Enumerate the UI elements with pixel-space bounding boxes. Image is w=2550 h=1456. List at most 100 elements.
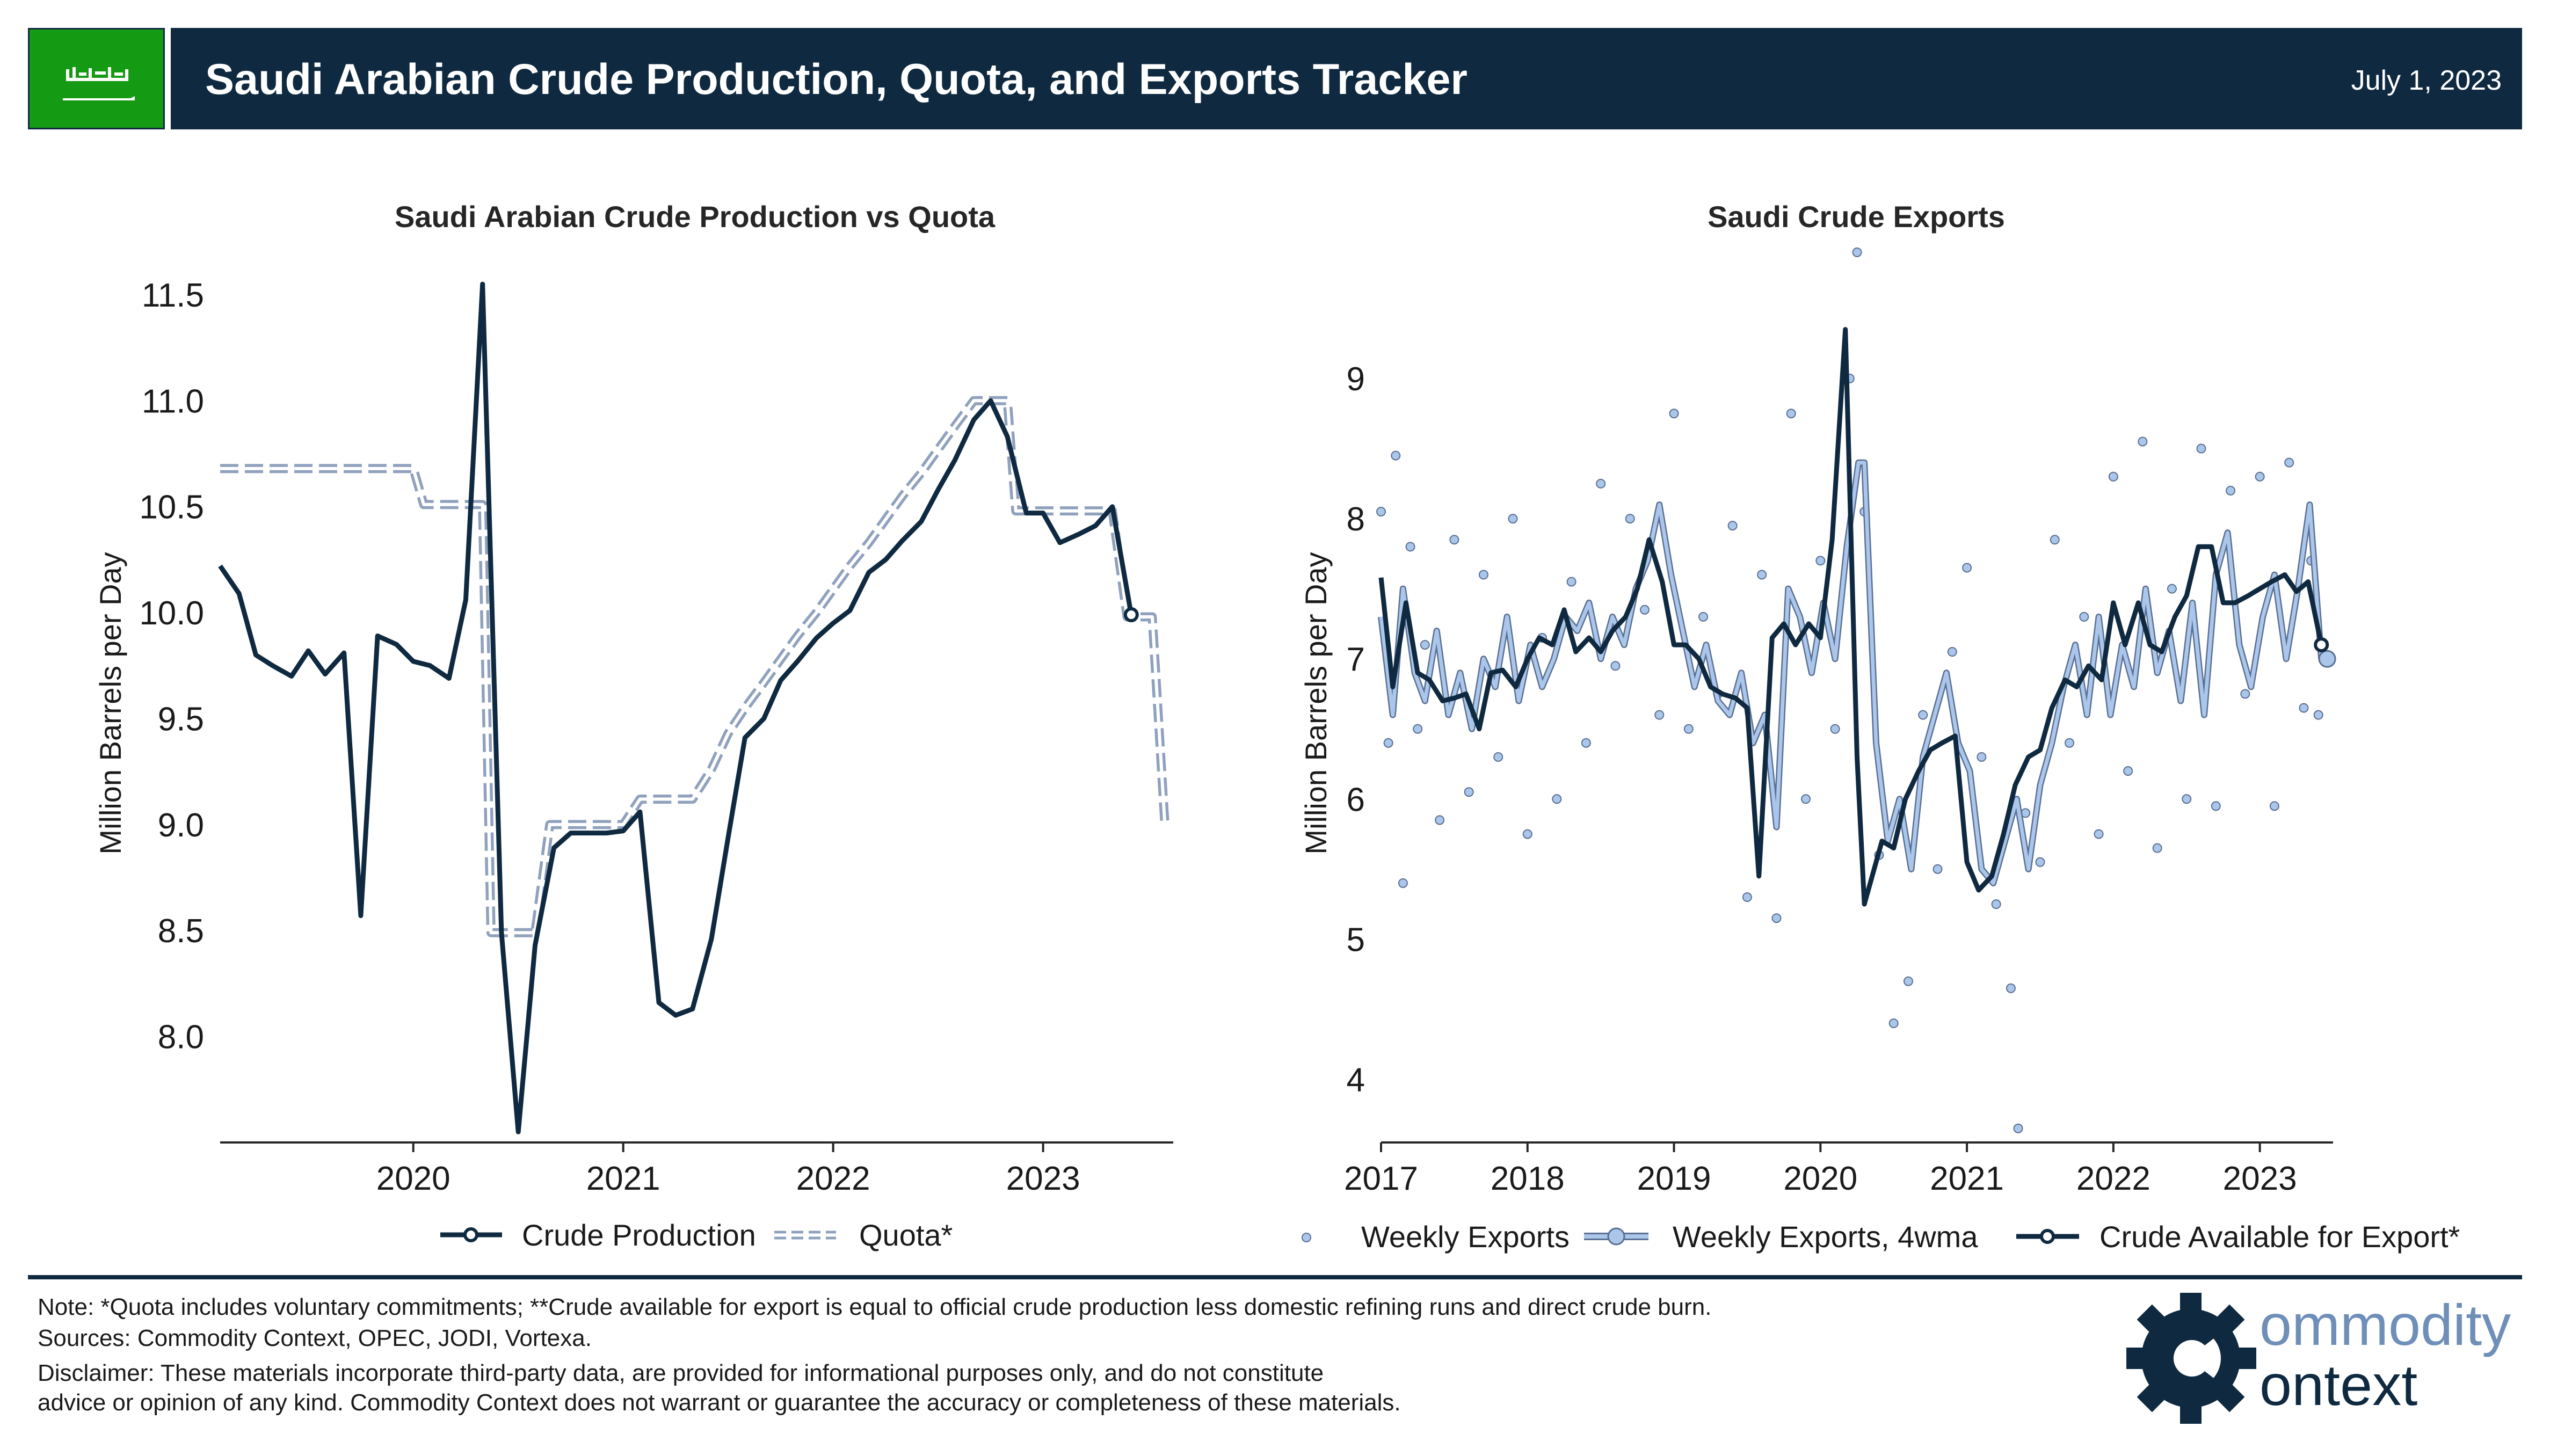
weekly-exports-4wma-end-marker	[2318, 650, 2336, 668]
weekly-exports-4wma-line	[1379, 461, 2328, 885]
y-axis-label-production: Million Barrels per Day	[93, 552, 127, 854]
weekly-export-point	[1771, 913, 1782, 923]
weekly-export-point	[2313, 710, 2323, 720]
weekly-export-point	[1669, 409, 1679, 419]
production-axes: 2020 2021 2022 2023 8.0 8.5 9.0 9.5 10.0 10.5 11.0…	[139, 277, 1173, 1197]
commodity-context-logo: ommodity ontext	[2126, 1292, 2511, 1424]
legend-marker-weekly-exports	[1302, 1233, 1311, 1242]
legend-label-quota: Quota*	[859, 1218, 953, 1252]
footer-divider	[28, 1275, 2522, 1279]
weekly-export-point	[1727, 521, 1738, 531]
weekly-export-point	[2269, 801, 2279, 811]
production-plot-area	[218, 281, 1169, 1134]
legend-label-available: Crude Available for Export*	[2099, 1220, 2460, 1254]
exports-y-tick-label: 4	[1347, 1062, 1365, 1099]
weekly-export-point	[2006, 983, 2016, 993]
weekly-export-point	[1639, 605, 1650, 615]
footer-sources: Sources: Commodity Context, OPEC, JODI, …	[38, 1325, 592, 1351]
production-y-tick-label: 11.5	[142, 277, 204, 314]
production-x-tick-label: 2022	[796, 1160, 870, 1197]
weekly-export-point	[2211, 801, 2221, 811]
weekly-export-point	[1581, 738, 1591, 748]
exports-x-tick-label: 2019	[1637, 1160, 1711, 1197]
legend-marker-available	[2040, 1229, 2055, 1244]
legend-label-weekly-exports: Weekly Exports	[1361, 1220, 1570, 1254]
weekly-export-point	[2013, 1123, 2023, 1133]
weekly-export-point	[2226, 485, 2236, 496]
exports-y-tick-label: 6	[1347, 781, 1365, 818]
weekly-export-point	[2094, 829, 2104, 839]
production-y-tick-label: 10.0	[139, 595, 204, 632]
weekly-export-point	[1786, 409, 1796, 419]
chart-title-production: Saudi Arabian Crude Production vs Quota	[395, 200, 996, 234]
weekly-export-point	[2138, 436, 2148, 447]
exports-y-tick-label: 8	[1347, 501, 1365, 538]
flag-emblem-icon	[63, 67, 135, 100]
weekly-export-point	[1449, 535, 1459, 545]
weekly-export-point	[2050, 535, 2060, 545]
footer-disclaimer-line2: advice or opinion of any kind. Commodity…	[38, 1389, 1401, 1416]
weekly-export-point	[1493, 752, 1503, 762]
weekly-export-point	[2255, 471, 2265, 482]
exports-plot-area	[1376, 247, 2336, 1133]
charts-area: Saudi Arabian Crude Production vs Quota …	[93, 200, 2460, 1254]
weekly-export-point	[1464, 787, 1474, 797]
weekly-export-point	[1991, 899, 2001, 909]
weekly-export-point	[1888, 1018, 1899, 1029]
footer-disclaimer-line1: Disclaimer: These materials incorporate …	[38, 1360, 1324, 1386]
weekly-export-point	[1552, 794, 1562, 804]
production-y-tick-label: 9.0	[158, 807, 204, 844]
weekly-export-point	[1566, 577, 1577, 587]
exports-axes: 2017 2018 2019 2020 2021 2022 2023 4 5 6 7 8 9	[1344, 361, 2333, 1197]
weekly-export-point	[1683, 724, 1694, 734]
weekly-export-point	[1977, 752, 1987, 762]
weekly-export-point	[1903, 976, 1913, 986]
header-bar: Saudi Arabian Crude Production, Quota, a…	[171, 28, 2522, 129]
weekly-export-point	[1830, 724, 1840, 734]
exports-y-tick-label: 7	[1347, 641, 1365, 678]
saudi-flag	[28, 28, 165, 129]
gear-icon	[2126, 1293, 2256, 1424]
weekly-export-point	[2167, 584, 2177, 594]
weekly-export-point	[1962, 563, 1972, 573]
weekly-export-point	[2152, 843, 2162, 853]
production-y-tick-label: 11.0	[142, 383, 204, 420]
exports-y-tick-label: 5	[1347, 921, 1365, 958]
weekly-export-point	[1405, 542, 1415, 552]
weekly-export-point	[1376, 507, 1386, 517]
weekly-export-point	[1654, 710, 1665, 720]
weekly-export-point	[1435, 815, 1445, 825]
weekly-export-point	[1413, 724, 1423, 734]
weekly-export-point	[1933, 864, 1943, 874]
legend-label-production: Crude Production	[522, 1218, 756, 1252]
weekly-export-point	[1398, 878, 1408, 888]
weekly-export-point	[2079, 611, 2089, 622]
production-y-tick-label: 9.5	[158, 701, 204, 738]
weekly-export-point	[2035, 857, 2045, 867]
weekly-export-point	[1757, 570, 1767, 580]
weekly-export-point	[1478, 570, 1488, 580]
weekly-export-point	[1610, 661, 1621, 671]
exports-y-tick-label: 9	[1347, 361, 1365, 398]
logo-text-commodity: ommodity	[2260, 1292, 2511, 1357]
weekly-export-point	[2299, 703, 2309, 713]
weekly-export-point	[1383, 738, 1393, 748]
legend-marker-4wma	[1607, 1227, 1625, 1246]
weekly-export-point	[2240, 689, 2250, 699]
weekly-export-point	[1815, 556, 1826, 566]
weekly-export-point	[1698, 611, 1709, 622]
chart-title-exports: Saudi Crude Exports	[1708, 200, 2005, 234]
weekly-export-point	[1852, 247, 1862, 257]
exports-x-tick-label: 2017	[1344, 1160, 1418, 1197]
production-y-tick-label: 8.5	[158, 913, 204, 950]
quota-line-inner	[220, 399, 1167, 935]
weekly-export-point	[1508, 514, 1518, 524]
y-axis-label-exports: Million Barrels per Day	[1299, 552, 1333, 854]
weekly-export-point	[1742, 892, 1752, 902]
legend-label-4wma: Weekly Exports, 4wma	[1673, 1220, 1978, 1254]
production-x-tick-label: 2020	[376, 1160, 451, 1197]
footer-note: Note: *Quota includes voluntary commitme…	[38, 1294, 1712, 1320]
exports-x-tick-label: 2018	[1491, 1160, 1565, 1197]
exports-x-tick-label: 2020	[1783, 1160, 1857, 1197]
weekly-export-point	[1801, 794, 1811, 804]
